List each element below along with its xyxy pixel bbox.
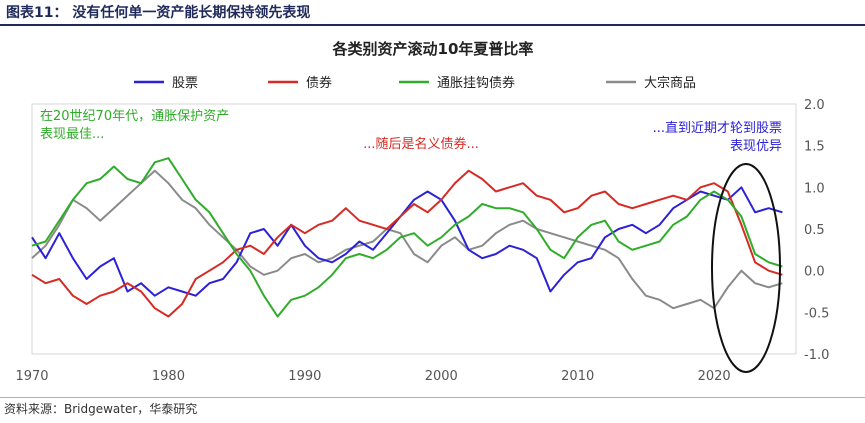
x-tick-label: 2000 [425, 369, 458, 384]
x-tick-label: 2010 [561, 369, 594, 384]
series-line [31, 169, 783, 310]
x-tick-label: 1970 [15, 369, 48, 384]
y-tick-label: -0.5 [804, 306, 829, 321]
legend-item: 通胀挂钩债券 [399, 75, 515, 91]
legend-label: 股票 [172, 76, 198, 91]
chart-container: 各类别资产滚动10年夏普比率 股票 债券 通胀挂钩债券 大宗商品 在20世纪70年代，… [6, 30, 860, 394]
legend-label: 通胀挂钩债券 [437, 75, 515, 91]
series-layer [31, 157, 783, 318]
annotation-text: 表现最佳... [40, 127, 104, 142]
legend-label: 大宗商品 [644, 75, 696, 91]
series-line [31, 157, 783, 318]
source-rule [0, 397, 865, 398]
y-tick-label: 0.5 [804, 223, 825, 238]
plot-area [31, 103, 797, 355]
title-rule [0, 24, 865, 26]
figure-title: 图表11： 没有任何单一资产能长期保持领先表现 [6, 5, 311, 21]
sharpe-ratio-chart: 各类别资产滚动10年夏普比率 股票 债券 通胀挂钩债券 大宗商品 在20世纪70年代，… [6, 30, 860, 394]
annotation-text: ...直到近期才轮到股票 [653, 121, 782, 136]
annotation-text: 在20世纪70年代，通胀保护资产 [40, 109, 229, 124]
y-tick-label: -1.0 [804, 348, 829, 363]
annotation-text: 表现优异 [730, 139, 782, 154]
legend-item: 债券 [268, 75, 332, 91]
annotation-text: ...随后是名义债券... [363, 136, 479, 152]
plot-frame [31, 103, 797, 355]
y-tick-label: 2.0 [804, 98, 825, 113]
source-note: 资料来源：Bridgewater，华泰研究 [4, 402, 198, 416]
series-line [31, 169, 783, 318]
series-line [31, 186, 783, 297]
chart-background [6, 30, 860, 394]
legend-item: 股票 [134, 76, 198, 91]
y-tick-label: 1.5 [804, 140, 825, 155]
y-tick-label: 1.0 [804, 181, 825, 196]
x-tick-label: 1990 [288, 369, 321, 384]
x-tick-label: 2020 [698, 369, 731, 384]
x-tick-label: 1980 [152, 369, 185, 384]
y-tick-label: 0.0 [804, 265, 825, 280]
legend-label: 债券 [306, 75, 332, 91]
chart-title: 各类别资产滚动10年夏普比率 [332, 40, 534, 58]
legend-item: 大宗商品 [606, 75, 696, 91]
axis-layer: 1970 1980 1990 2000 2010 2020 2.0 1.5 1.0 0.5 0.0 -… [15, 98, 829, 384]
legend: 股票 债券 通胀挂钩债券 大宗商品 [134, 75, 696, 91]
highlight-ellipse [711, 163, 781, 373]
